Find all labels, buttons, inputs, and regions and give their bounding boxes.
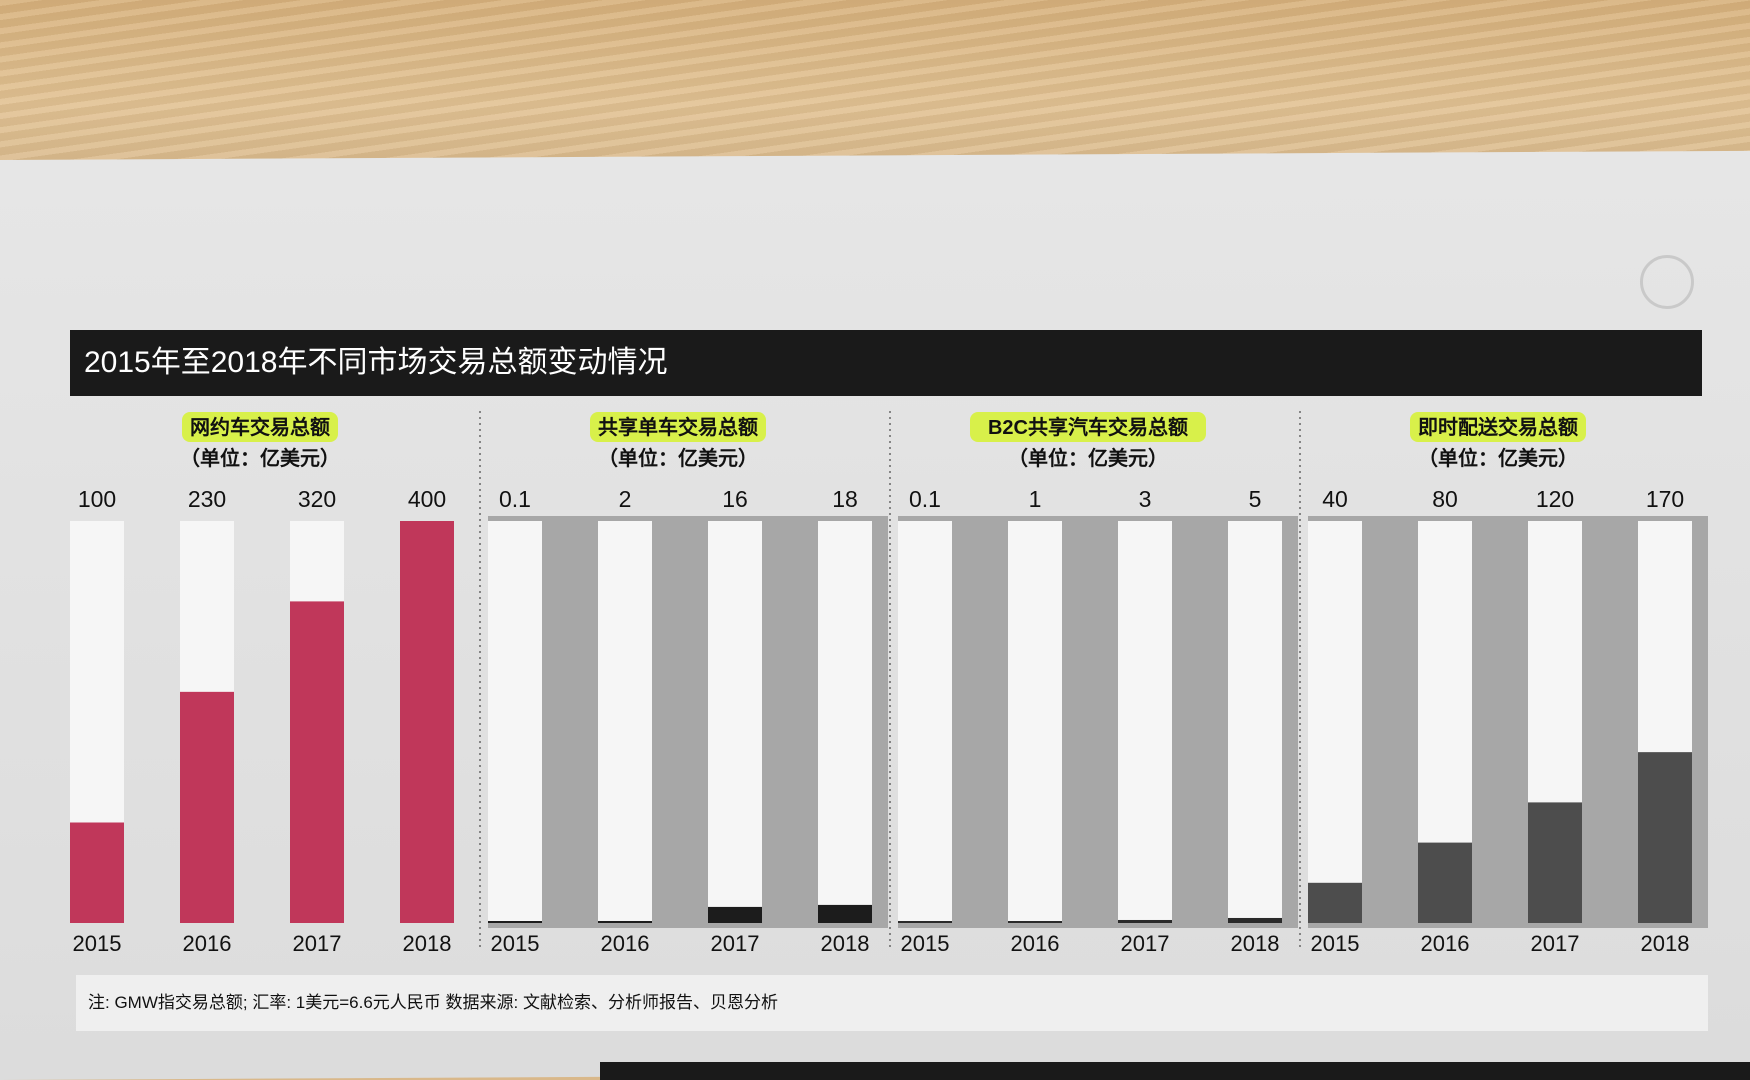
bar-2017 [1528,802,1582,923]
bar-2016 [1008,921,1062,923]
footnote: 注: GMW指交易总额; 汇率: 1美元=6.6元人民币 数据来源: 文献检索、… [76,975,1708,1031]
category-label: 2018 [1641,931,1690,956]
category-label: 2017 [293,931,342,956]
category-label: 2016 [1421,931,1470,956]
category-label: 2015 [1311,931,1360,956]
value-label: 0.1 [909,486,941,512]
chart-title-text: 网约车交易总额 [190,415,330,439]
value-label: 40 [1322,486,1348,512]
bar-2015 [488,921,542,923]
bar-track [1228,521,1282,923]
chart-panel-3: B2C共享汽车交易总额 （单位：亿美元） 0.1 2015 1 2016 3 2017 5 201… [889,411,1298,956]
bar-2018 [1638,752,1692,923]
chart-panel-2: 共享单车交易总额 （单位：亿美元） 0.1 2015 2 2016 16 2017 18 2018 [479,411,888,956]
chart-title-text: 即时配送交易总额 [1418,415,1578,439]
category-label: 2018 [821,931,870,956]
chart-unit-label: （单位：亿美元） [1418,446,1578,470]
category-label: 2018 [403,931,452,956]
chart-unit-label: （单位：亿美元） [1008,446,1168,470]
bar-2018 [818,904,872,923]
value-label: 18 [832,486,858,512]
bar-2016 [598,920,652,923]
charts-svg: 网约车交易总额 （单位：亿美元） 100 2015 230 2016 320 2017 400 2… [70,411,1708,956]
category-label: 2015 [491,931,540,956]
value-label: 5 [1249,486,1262,512]
bar-track [898,521,952,923]
category-label: 2016 [601,931,650,956]
bar-2017 [708,906,762,923]
chart-title-text: 共享单车交易总额 [598,415,758,439]
category-label: 2015 [901,931,950,956]
value-label: 120 [1536,486,1574,512]
bar-2016 [1418,842,1472,923]
value-label: 0.1 [499,486,531,512]
value-label: 3 [1139,486,1152,512]
bar-track [488,521,542,923]
value-label: 80 [1432,486,1458,512]
value-label: 170 [1646,486,1684,512]
value-label: 1 [1029,486,1042,512]
bar-2015 [1308,882,1362,923]
chart-title-text: B2C共享汽车交易总额 [988,415,1188,439]
chart-unit-label: （单位：亿美元） [180,446,340,470]
title-highlight [1410,412,1586,442]
bar-track [708,521,762,923]
bar-track [1308,521,1362,923]
bar-2015 [898,921,952,923]
chart-unit-label: （单位：亿美元） [598,446,758,470]
title-highlight [182,412,338,442]
category-label: 2016 [183,931,232,956]
value-label: 400 [408,486,446,512]
category-label: 2017 [711,931,760,956]
chart-panel-4: 即时配送交易总额 （单位：亿美元） 40 2015 80 2016 120 2017 170 20… [1299,411,1708,956]
chart-panel-1: 网约车交易总额 （单位：亿美元） 100 2015 230 2016 320 2017 400 2… [70,412,454,956]
category-label: 2015 [73,931,122,956]
next-section-bar [600,1062,1750,1080]
bar-2018 [400,521,454,923]
page-number-mark [1640,255,1694,309]
value-label: 2 [619,486,632,512]
value-label: 320 [298,486,336,512]
bar-track [818,521,872,923]
wood-tabletop [0,0,1750,175]
chart-area: 网约车交易总额 （单位：亿美元） 100 2015 230 2016 320 2017 400 2… [70,396,1710,956]
bar-track [1008,521,1062,923]
bar-track [1118,521,1172,923]
category-label: 2017 [1121,931,1170,956]
value-label: 230 [188,486,226,512]
category-label: 2018 [1231,931,1280,956]
bar-2017 [290,601,344,923]
value-label: 16 [722,486,748,512]
category-label: 2017 [1531,931,1580,956]
category-label: 2016 [1011,931,1060,956]
bar-track [598,521,652,923]
bar-2016 [180,691,234,923]
title-highlight [970,412,1206,442]
bar-2017 [1118,919,1172,923]
bar-2018 [1228,917,1282,923]
chart-title: 2015年至2018年不同市场交易总额变动情况 [70,330,1702,396]
bar-2015 [70,822,124,923]
value-label: 100 [78,486,116,512]
title-highlight [590,412,766,442]
